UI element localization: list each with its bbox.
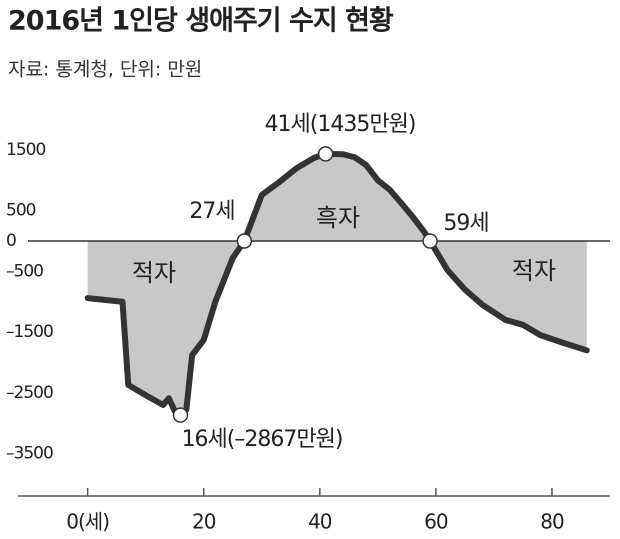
y-tick-label: 500 — [6, 201, 36, 221]
x-tick-label: 60 — [424, 510, 448, 534]
chart-title: 2016년 1인당 생애주기 수지 현황 — [8, 6, 394, 37]
annotation: 27세 — [189, 199, 234, 224]
region-label: 흑자 — [316, 204, 360, 232]
y-tick-label: –1500 — [6, 322, 53, 342]
x-tick-label: 80 — [540, 510, 564, 534]
x-tick-label: 40 — [308, 510, 332, 534]
point-marker — [236, 233, 253, 249]
point-marker — [317, 146, 334, 162]
y-tick-label: 0 — [6, 231, 16, 251]
y-tick-label: –3500 — [6, 444, 53, 464]
chart-subtitle: 자료: 통계청, 단위: 만원 — [8, 59, 202, 81]
point-marker — [422, 233, 438, 249]
x-tick-label: 0(세) — [66, 510, 109, 534]
y-tick-label: –2500 — [6, 383, 53, 403]
y-tick-label: –500 — [6, 261, 43, 281]
region-label: 적자 — [512, 257, 556, 285]
region-label: 적자 — [132, 259, 176, 287]
point-marker — [172, 407, 189, 423]
annotation: 16세(–2867만원) — [182, 427, 343, 452]
y-tick-label: 1500 — [6, 140, 45, 160]
annotation: 41세(1435만원) — [265, 112, 416, 137]
annotation: 59세 — [443, 211, 488, 236]
x-tick-label: 20 — [192, 510, 216, 534]
